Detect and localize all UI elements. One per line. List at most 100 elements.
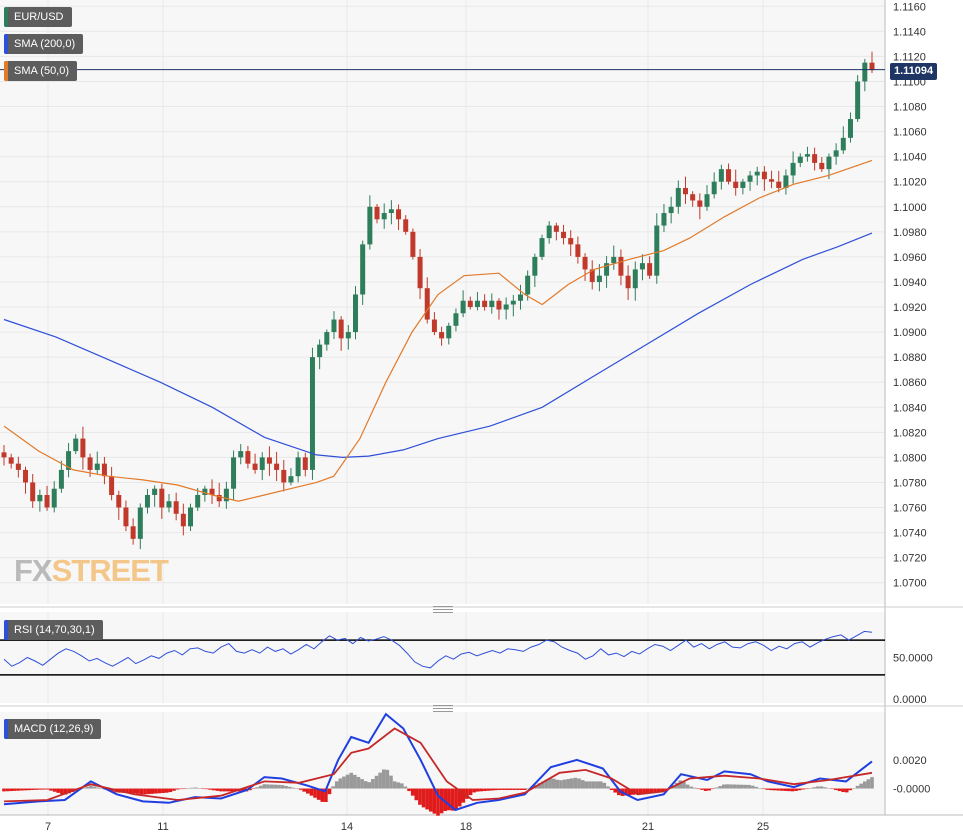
macd-histogram-bar: [20, 788, 24, 791]
macd-tick-label: -0.0000: [893, 784, 930, 796]
y-tick-label: 1.0980: [893, 227, 927, 239]
candle-body: [460, 300, 466, 314]
x-tick-label: 11: [157, 821, 168, 833]
y-tick-label: 1.0800: [893, 452, 927, 464]
candle-body: [611, 256, 617, 264]
macd-histogram-bar: [555, 779, 560, 789]
macd-histogram-bar: [92, 786, 97, 789]
candle-body: [109, 476, 115, 495]
legend-pair[interactable]: EUR/USD: [4, 7, 72, 27]
candle-body: [116, 494, 122, 508]
candle-body: [274, 463, 280, 470]
macd-histogram-bar: [779, 788, 784, 791]
macd-histogram-bar: [844, 788, 849, 793]
candle-body: [747, 175, 753, 182]
y-tick-label: 1.0840: [893, 402, 927, 414]
legend-macd[interactable]: MACD (12,26,9): [4, 719, 102, 739]
macd-histogram-bar: [295, 788, 299, 790]
candle-body: [639, 263, 645, 270]
macd-histogram-bar: [468, 788, 473, 796]
y-tick-label: 1.0880: [893, 352, 927, 364]
macd-histogram-bar: [378, 772, 382, 789]
candle-body: [675, 187, 681, 207]
legend-rsi[interactable]: RSI (14,70,30,1): [4, 620, 103, 640]
macd-histogram-bar: [56, 788, 61, 793]
macd-histogram-bar: [211, 788, 216, 791]
candle-body: [159, 488, 165, 508]
candle-body: [1, 452, 7, 458]
x-tick-label: 18: [460, 821, 472, 833]
macd-histogram-bar: [747, 784, 751, 789]
candle-body: [711, 181, 717, 195]
macd-histogram-bar: [736, 784, 740, 789]
macd-histogram-bar: [146, 788, 151, 795]
legend-sma50[interactable]: SMA (50,0): [4, 61, 78, 81]
macd-histogram-bar: [381, 769, 386, 789]
legend-sma200[interactable]: SMA (200,0): [4, 34, 84, 54]
macd-histogram-bar: [385, 769, 390, 789]
macd-histogram-bar: [512, 788, 516, 790]
macd-histogram-bar: [353, 774, 357, 789]
macd-histogram-bar: [99, 788, 104, 790]
macd-resize-handle[interactable]: [433, 705, 453, 712]
macd-histogram-bar: [797, 788, 802, 791]
macd-histogram-bar: [772, 788, 777, 791]
macd-histogram-bar: [230, 788, 234, 792]
macd-histogram-bar: [309, 788, 314, 796]
legend-rsi-label: RSI (14,70,30,1): [14, 624, 95, 636]
legend-rsi-swatch: [4, 620, 8, 640]
macd-histogram-bar: [758, 787, 762, 789]
candle-body: [804, 154, 810, 157]
macd-histogram-bar: [410, 788, 415, 796]
macd-histogram-bar: [128, 788, 133, 794]
candle-body: [503, 304, 509, 310]
macd-histogram-bar: [660, 788, 665, 792]
candle-body: [288, 476, 294, 483]
macd-histogram-bar: [526, 788, 531, 789]
macd-histogram-bar: [472, 788, 476, 793]
macd-histogram-bar: [436, 788, 440, 816]
macd-histogram-bar: [794, 788, 798, 791]
candle-body: [439, 332, 445, 339]
candle-body: [604, 263, 610, 276]
macd-histogram-bar: [273, 784, 278, 789]
candle-body: [374, 206, 380, 220]
x-tick-label: 21: [642, 821, 654, 833]
candle-body: [80, 438, 86, 458]
macd-histogram-bar: [298, 788, 303, 790]
macd-histogram-bar: [450, 788, 455, 811]
candle-body: [123, 507, 129, 527]
candle-body: [467, 300, 473, 308]
y-tick-label: 1.0960: [893, 252, 927, 264]
candle-body: [596, 275, 602, 282]
macd-histogram-bar: [81, 788, 86, 789]
macd-histogram-bar: [154, 788, 158, 794]
macd-histogram-bar: [197, 788, 202, 789]
candle-body: [532, 256, 538, 276]
candle-body: [682, 187, 688, 195]
candle-body: [790, 162, 796, 176]
candle-body: [546, 225, 552, 239]
macd-histogram-bar: [588, 781, 592, 789]
candle-body: [173, 501, 179, 514]
macd-histogram-bar: [696, 788, 701, 790]
macd-histogram-bar: [678, 780, 683, 789]
candle-body: [44, 494, 50, 508]
candle-body: [166, 501, 172, 508]
macd-histogram-bar: [855, 785, 860, 789]
macd-histogram-bar: [403, 786, 408, 789]
macd-histogram-bar: [711, 788, 715, 790]
candle-body: [661, 213, 667, 226]
candle-body: [73, 438, 79, 452]
macd-histogram-bar: [2, 788, 6, 792]
candle-body: [202, 488, 208, 495]
legend-macd-label: MACD (12,26,9): [14, 723, 94, 735]
macd-histogram-bar: [584, 781, 589, 789]
candle-body: [668, 206, 674, 214]
macd-histogram-bar: [439, 788, 444, 814]
last-price-badge: 1.11094: [890, 63, 938, 80]
macd-histogram-bar: [819, 786, 824, 789]
rsi-resize-handle[interactable]: [433, 606, 453, 613]
y-tick-label: 1.1040: [893, 152, 927, 164]
candle-body: [15, 463, 21, 470]
